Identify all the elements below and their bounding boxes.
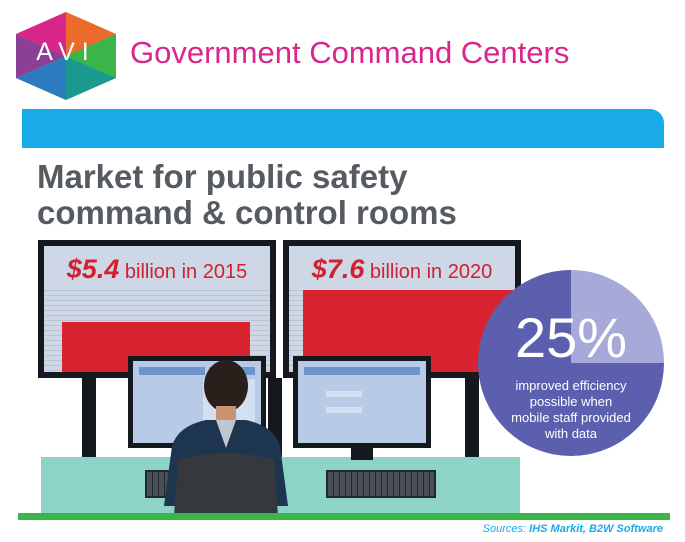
operator-figure <box>164 360 288 516</box>
page-title: Government Command Centers <box>130 35 570 70</box>
headline-line-1: Market for public safety <box>37 158 408 195</box>
sources-note: Sources: IHS Markit, B2W Software <box>483 523 663 535</box>
efficiency-value: 25% <box>514 306 628 369</box>
market-caption-2015: $5.4 billion in 2015 <box>44 254 270 285</box>
screen-panel <box>326 407 362 413</box>
monitor-stand-right <box>465 378 479 458</box>
efficiency-caption-line-3: mobile staff provided <box>511 410 631 425</box>
desk-screen-right <box>298 361 426 443</box>
market-amount-2020: $7.6 <box>311 254 365 284</box>
market-label-2015: billion in 2015 <box>119 261 248 283</box>
avi-logo <box>16 12 116 100</box>
market-caption-2020: $7.6 billion in 2020 <box>289 254 515 285</box>
base-line <box>18 513 670 520</box>
efficiency-caption: improved efficiency possible when mobile… <box>478 378 664 442</box>
desk-monitor-right-stand <box>351 448 373 460</box>
wall-screen-2015: $5.4 billion in 2015 <box>44 246 270 372</box>
headline: Market for public safety command & contr… <box>37 159 557 231</box>
sources-prefix: Sources: <box>482 523 530 535</box>
efficiency-caption-line-4: with data <box>544 426 598 441</box>
wall-screen-2020: $7.6 billion in 2020 <box>289 246 515 372</box>
sources-names: IHS Markit, B2W Software <box>529 523 663 535</box>
headline-line-2: command & control rooms <box>37 194 457 231</box>
monitor-stand-left <box>82 378 96 458</box>
efficiency-caption-line-2: possible when <box>529 394 613 409</box>
logo-text: AVI <box>36 38 96 66</box>
screen-panel <box>326 391 362 397</box>
keyboard-right <box>326 470 436 498</box>
screen-ui-bar <box>304 367 420 375</box>
header-banner <box>22 109 664 148</box>
desk-monitor-right <box>293 356 431 448</box>
screen-ui-bar <box>139 367 205 375</box>
efficiency-caption-line-1: improved efficiency <box>515 378 627 393</box>
market-label-2020: billion in 2020 <box>364 261 493 283</box>
wall-monitor-2015: $5.4 billion in 2015 <box>38 240 276 378</box>
market-amount-2015: $5.4 <box>66 254 120 284</box>
efficiency-pie <box>478 270 664 456</box>
